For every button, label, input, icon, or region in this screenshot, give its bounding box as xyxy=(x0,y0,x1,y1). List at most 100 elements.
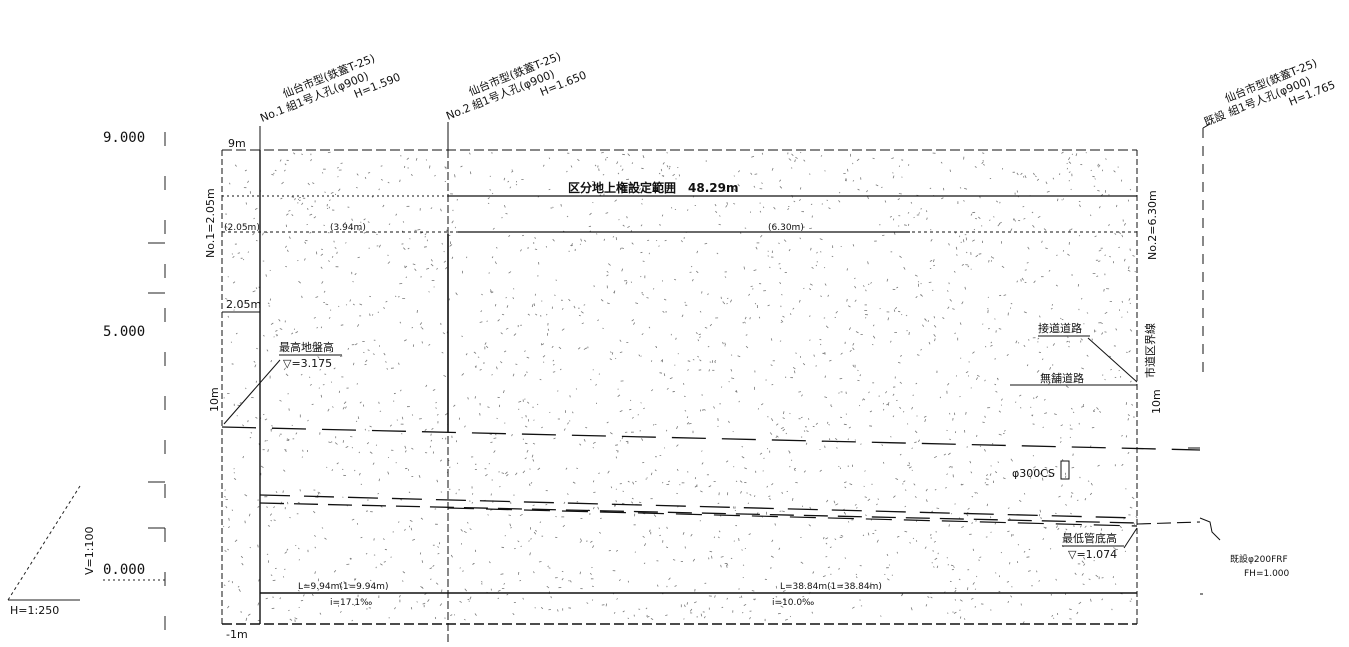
stipple-dot xyxy=(705,327,707,328)
stipple-dot xyxy=(365,429,366,431)
stipple-dot xyxy=(1038,216,1040,217)
stipple-dot xyxy=(356,187,358,188)
stipple-dot xyxy=(468,397,469,399)
stipple-dot xyxy=(322,528,323,529)
stipple-dot xyxy=(513,374,514,377)
stipple-dot xyxy=(975,589,976,590)
stipple-dot xyxy=(256,287,257,289)
stipple-dot xyxy=(400,180,401,182)
stipple-dot xyxy=(1050,549,1051,550)
stipple-dot xyxy=(384,353,385,355)
stipple-dot xyxy=(924,416,926,417)
stipple-dot xyxy=(514,334,516,336)
stipple-dot xyxy=(455,174,456,177)
stipple-dot xyxy=(321,327,322,329)
stipple-dot xyxy=(855,286,856,288)
stipple-dot xyxy=(367,442,369,444)
stipple-dot xyxy=(801,417,803,418)
stipple-dot xyxy=(828,295,829,297)
stipple-dot xyxy=(592,202,593,203)
stipple-dot xyxy=(285,451,287,452)
stipple-dot xyxy=(930,260,932,261)
stipple-dot xyxy=(922,325,923,327)
stipple-dot xyxy=(721,557,724,558)
stipple-dot xyxy=(334,368,336,369)
stipple-dot xyxy=(705,243,708,244)
stipple-dot xyxy=(649,327,650,328)
stipple-dot xyxy=(488,515,489,516)
stipple-dot xyxy=(950,170,951,172)
pipe-spec-label: φ300CS xyxy=(1012,467,1055,480)
stipple-dot xyxy=(780,341,781,342)
stipple-dot xyxy=(324,291,325,293)
stipple-dot xyxy=(991,256,992,257)
stipple-dot xyxy=(608,471,610,473)
stipple-dot xyxy=(855,504,857,505)
stipple-dot xyxy=(1070,229,1072,230)
stipple-dot xyxy=(941,198,943,199)
stipple-dot xyxy=(841,353,843,355)
stipple-dot xyxy=(561,204,562,207)
stipple-dot xyxy=(810,340,811,341)
stipple-dot xyxy=(780,268,781,269)
stipple-dot xyxy=(324,225,325,226)
stipple-dot xyxy=(735,510,736,511)
stipple-dot xyxy=(319,388,320,389)
stipple-dot xyxy=(960,600,962,602)
stipple-dot xyxy=(570,581,571,583)
stipple-dot xyxy=(574,306,575,308)
stipple-dot xyxy=(510,187,511,189)
stipple-dot xyxy=(1008,601,1009,603)
stipple-dot xyxy=(899,166,900,167)
stipple-dot xyxy=(606,604,607,607)
stipple-dot xyxy=(344,402,346,404)
stipple-dot xyxy=(925,319,926,321)
stipple-dot xyxy=(893,496,895,498)
stipple-dot xyxy=(947,290,948,291)
stipple-dot xyxy=(847,268,848,270)
stipple-dot xyxy=(368,173,370,174)
stipple-dot xyxy=(295,618,298,619)
stipple-dot xyxy=(684,396,686,397)
stipple-dot xyxy=(999,329,1001,330)
stipple-dot xyxy=(338,177,339,178)
stipple-dot xyxy=(857,507,858,508)
stipple-dot xyxy=(1079,201,1081,202)
stipple-dot xyxy=(372,314,373,315)
stipple-dot xyxy=(646,608,647,609)
stipple-dot xyxy=(779,264,781,265)
stipple-dot xyxy=(249,514,250,517)
stipple-dot xyxy=(811,204,812,205)
stipple-dot xyxy=(1120,526,1122,528)
stipple-dot xyxy=(1114,171,1116,173)
stipple-dot xyxy=(1085,498,1086,500)
stipple-dot xyxy=(985,416,986,418)
stipple-dot xyxy=(1122,317,1123,318)
stipple-dot xyxy=(964,618,965,619)
stipple-dot xyxy=(378,493,379,494)
stipple-dot xyxy=(308,208,309,210)
stipple-dot xyxy=(568,422,569,424)
stipple-dot xyxy=(955,333,956,334)
stipple-dot xyxy=(404,340,406,341)
stipple-dot xyxy=(1106,158,1107,159)
stipple-dot xyxy=(848,306,850,307)
stipple-dot xyxy=(516,184,517,185)
stipple-dot xyxy=(649,530,650,532)
range-title: 区分地上権設定範囲 48.29m xyxy=(568,180,738,195)
elevation-scale: 9.000 5.000 0.000 V=1:100 H=1:250 xyxy=(8,130,165,640)
stipple-dot xyxy=(827,422,828,424)
stipple-dot xyxy=(906,315,907,316)
stipple-dot xyxy=(400,390,401,391)
stipple-dot xyxy=(443,333,445,334)
boundary-label: 市道区界線 xyxy=(1143,323,1157,378)
stipple-dot xyxy=(730,300,731,303)
stipple-dot xyxy=(653,424,654,425)
stipple-dot xyxy=(593,481,594,483)
stipple-dot xyxy=(255,208,257,209)
stipple-dot xyxy=(581,311,583,313)
stipple-dot xyxy=(1033,225,1035,227)
stipple-dot xyxy=(980,446,981,447)
stipple-dot xyxy=(687,422,689,424)
stipple-dot xyxy=(738,171,739,173)
